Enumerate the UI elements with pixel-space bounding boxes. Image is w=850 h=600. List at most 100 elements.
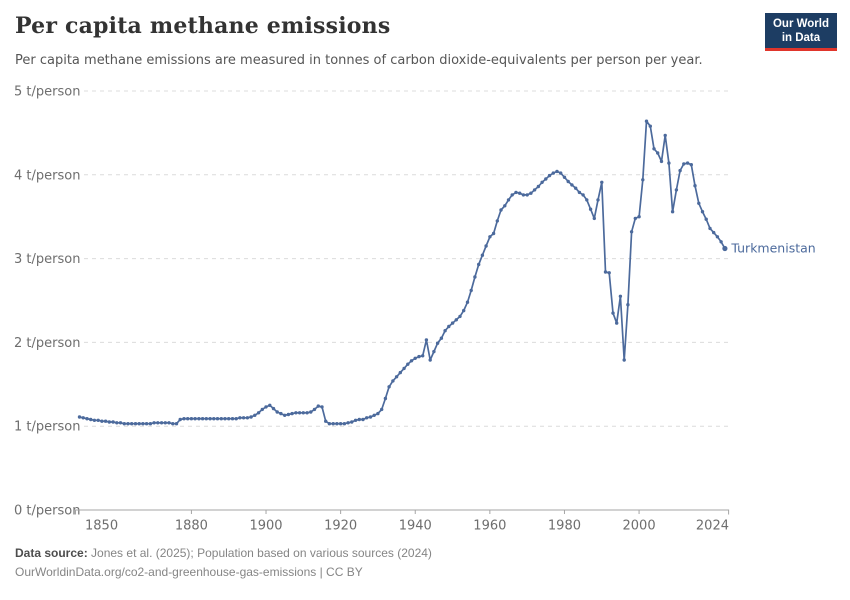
x-tick-label: 1960	[473, 519, 506, 534]
data-point-marker	[115, 421, 119, 425]
data-point-marker	[320, 405, 324, 409]
y-tick-label: 1 t/person	[14, 420, 80, 435]
data-point-marker	[443, 329, 447, 333]
data-point-marker	[585, 198, 589, 202]
data-point-marker	[189, 417, 194, 421]
data-point-marker	[551, 171, 555, 175]
data-point-marker	[682, 162, 686, 166]
data-point-marker	[469, 288, 473, 293]
data-point-marker	[409, 359, 414, 363]
data-point-marker	[223, 417, 227, 421]
data-point-marker	[331, 422, 335, 426]
data-point-marker	[391, 379, 395, 383]
data-point-marker	[283, 413, 287, 417]
page-title: Per capita methane emissions	[15, 13, 391, 39]
data-point-marker	[689, 163, 693, 167]
data-point-marker	[659, 159, 664, 164]
data-point-marker	[656, 151, 660, 155]
data-point-marker	[588, 207, 593, 211]
data-point-marker	[547, 173, 552, 178]
data-point-marker	[566, 179, 570, 184]
data-point-marker	[89, 417, 93, 422]
data-point-marker	[480, 253, 485, 257]
data-point-marker	[491, 231, 496, 236]
chart-footer: Data source: Jones et al. (2025); Popula…	[15, 544, 795, 582]
x-tick-label: 1900	[249, 519, 282, 534]
data-point-marker	[159, 421, 164, 425]
data-point-marker	[611, 311, 615, 315]
data-point-marker	[435, 341, 440, 345]
x-axis-line	[75, 509, 730, 515]
data-point-marker	[215, 417, 220, 421]
data-point-marker	[174, 422, 179, 426]
data-point-marker	[473, 275, 477, 279]
data-point-marker	[510, 193, 514, 197]
data-point-marker	[380, 407, 384, 412]
data-point-marker	[376, 411, 380, 416]
data-point-marker	[667, 161, 671, 165]
data-point-marker	[562, 175, 567, 179]
data-point-marker	[633, 216, 637, 221]
data-point-marker	[488, 235, 492, 239]
x-tick-label: 1940	[399, 519, 432, 534]
data-point-marker	[708, 226, 712, 231]
data-point-marker	[674, 188, 679, 192]
data-point-marker	[361, 417, 365, 422]
x-tick-label: 1980	[548, 519, 581, 534]
data-point-marker	[256, 411, 261, 415]
data-point-marker	[413, 356, 417, 360]
y-tick-label: 0 t/person	[14, 504, 80, 519]
data-point-marker	[264, 405, 268, 409]
data-point-marker	[428, 358, 432, 362]
owid-logo: Our World in Data	[764, 13, 837, 51]
data-point-marker	[152, 421, 156, 425]
data-point-marker	[241, 416, 246, 420]
data-point-marker	[346, 421, 350, 425]
data-point-marker	[77, 415, 82, 419]
data-point-marker	[652, 147, 656, 151]
series-end-label[interactable]: Turkmenistan	[730, 241, 815, 256]
data-point-marker	[615, 321, 619, 325]
y-tick-label: 5 t/person	[14, 85, 80, 100]
data-point-marker	[555, 169, 559, 174]
data-point-marker	[432, 349, 436, 354]
data-point-marker	[204, 417, 208, 421]
x-tick-label: 1920	[324, 519, 357, 534]
data-point-marker	[193, 417, 197, 421]
data-point-marker	[559, 171, 563, 175]
data-point-marker	[525, 193, 529, 197]
data-point-marker	[402, 366, 406, 371]
data-point-marker	[499, 208, 503, 212]
data-point-marker	[719, 240, 723, 244]
data-point-marker	[275, 410, 279, 414]
data-point-marker	[685, 161, 690, 165]
x-tick-label: 2000	[623, 519, 656, 534]
data-point-marker	[641, 178, 645, 182]
data-point-marker	[141, 422, 145, 426]
data-point-marker	[118, 421, 123, 425]
data-point-marker	[327, 422, 332, 426]
data-point-marker	[603, 270, 608, 274]
data-point-marker	[96, 418, 100, 422]
data-point-marker	[607, 271, 611, 275]
data-point-marker	[156, 421, 160, 425]
data-point-marker	[514, 190, 518, 195]
data-point-marker	[454, 318, 458, 322]
data-source-line: Data source: Jones et al. (2025); Popula…	[15, 544, 795, 563]
data-point-marker	[316, 404, 320, 408]
data-point-marker	[495, 219, 499, 223]
data-point-marker	[253, 413, 257, 417]
data-point-marker	[309, 410, 313, 414]
data-point-marker	[648, 124, 652, 128]
data-point-marker	[92, 418, 97, 422]
data-point-marker	[592, 216, 596, 221]
data-point-marker	[465, 300, 470, 304]
series-line[interactable]	[78, 120, 726, 425]
data-point-marker	[227, 417, 231, 421]
data-point-marker	[372, 413, 376, 417]
data-point-marker	[670, 210, 675, 214]
data-point-marker	[462, 308, 466, 313]
data-point-marker	[532, 188, 537, 192]
data-point-marker	[342, 422, 347, 426]
